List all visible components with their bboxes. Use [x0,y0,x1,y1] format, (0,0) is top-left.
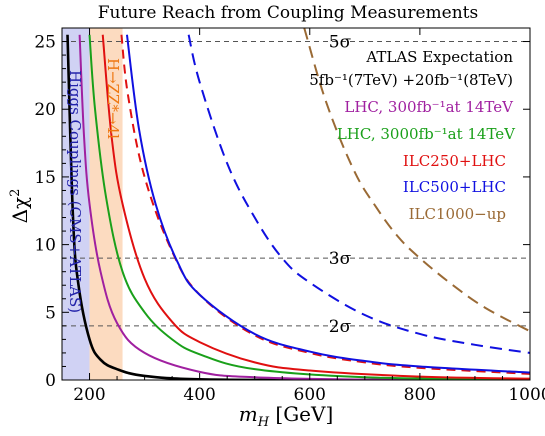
y-axis-label-main: Δχ [8,197,32,224]
series-line-5 [125,34,530,374]
series-line-1 [78,34,530,380]
x-axis-label: mH [GeV] [239,402,334,430]
series-line-3 [101,34,530,380]
sigma-lines: 5σ 3σ 2σ [62,33,530,337]
sigma-label-2: 2σ [329,317,352,337]
legend-item-1: 5fb⁻¹(7TeV) +20fb⁻¹(8TeV) [309,71,513,89]
x-axis-label-main: m [239,402,258,426]
x-tick-label-0: 200 [73,385,105,405]
y-tick-label-2: 10 [34,236,56,256]
y-axis-label: Δχ2 [8,189,32,224]
x-axis-label-sub: H [257,415,270,430]
y-tick-label-5: 25 [34,33,56,53]
y-tick-label-3: 15 [34,168,56,188]
y-tick-label-1: 5 [45,303,56,323]
x-tick-label-1: 400 [183,385,215,405]
x-tick-label-2: 600 [294,385,326,405]
band-label-group: Higgs Couplings (CMS+ATLAS) H→ZZ*→4l [66,58,122,313]
hzz-band-label: H→ZZ*→4l [104,58,122,139]
axes: 200 400 600 800 1000 0 5 10 15 20 25 [34,27,545,405]
legend: ATLAS Expectation 5fb⁻¹(7TeV) +20fb⁻¹(8Te… [309,48,516,223]
series-line-2 [88,34,530,380]
y-tick-label-4: 20 [34,100,56,120]
x-axis-label-unit: [GeV] [269,402,333,426]
sigma-label-0: 5σ [329,33,352,53]
legend-item-4: ILC250+LHC [403,152,506,170]
series-line-6 [187,34,530,354]
sigma-label-1: 3σ [329,249,352,269]
y-axis-label-sup: 2 [8,189,23,197]
legend-item-2: LHC, 300fb⁻¹at 14TeV [344,98,514,116]
chart-title: Future Reach from Coupling Measurements [98,3,479,23]
series-line-7 [303,28,530,333]
higgs-band-label: Higgs Couplings (CMS+ATLAS) [66,70,84,313]
y-tick-label-0: 0 [45,371,56,391]
x-tick-label-3: 800 [404,385,436,405]
x-tick-label-4: 1000 [508,385,545,405]
legend-item-0: ATLAS Expectation [365,48,513,66]
legend-item-5: ILC500+LHC [403,178,506,196]
legend-item-6: ILC1000−up [409,205,506,223]
legend-item-3: LHC, 3000fb⁻¹at 14TeV [337,125,516,143]
